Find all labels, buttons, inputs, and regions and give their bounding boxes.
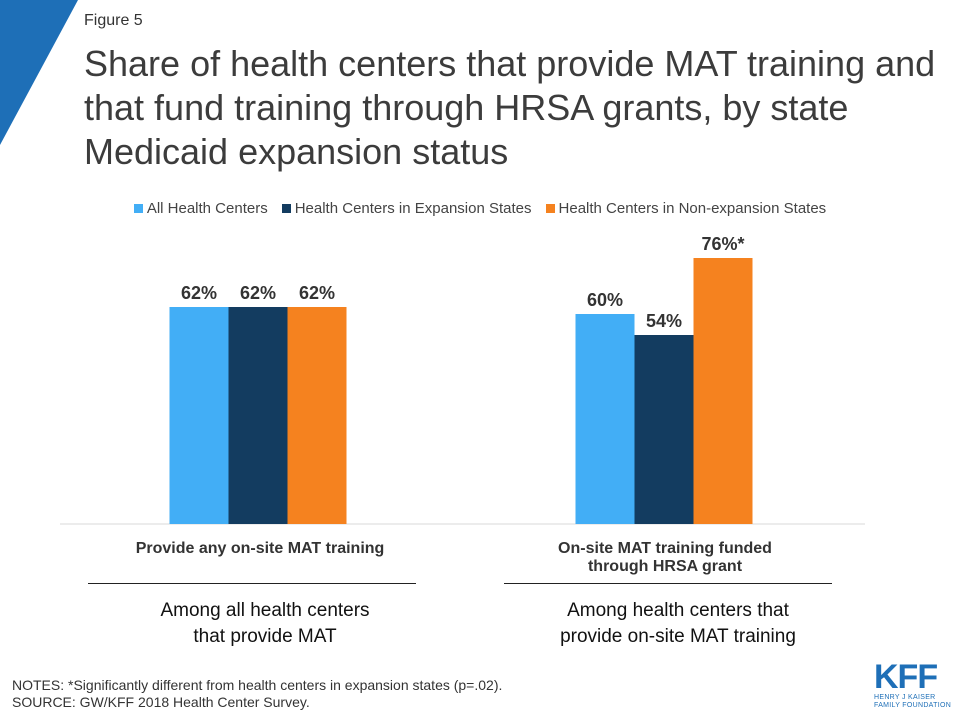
legend-label-all: All Health Centers (146, 200, 268, 217)
chart-legend: All Health Centers Health Centers in Exp… (0, 200, 960, 217)
kff-logo: KFF HENRY J KAISER FAMILY FOUNDATION (874, 658, 952, 710)
bar-0-0 (169, 307, 229, 524)
data-label-1-2: 76%* (701, 234, 744, 254)
divider-rule-right (504, 583, 832, 584)
legend-swatch-expansion (281, 204, 291, 213)
data-label-1-1: 54% (646, 311, 682, 331)
chart-title: Share of health centers that provide MAT… (84, 43, 936, 172)
legend-item-all: All Health Centers (133, 200, 268, 217)
logo-wordmark: KFF (874, 658, 938, 696)
legend-item-nonexpansion: Health Centers in Non-expansion States (545, 200, 827, 217)
category-label-1: On-site MAT training funded through HRSA… (500, 540, 830, 576)
data-label-0-2: 62% (299, 283, 335, 303)
legend-label-expansion: Health Centers in Expansion States (294, 200, 532, 217)
data-label-0-0: 62% (181, 283, 217, 303)
legend-swatch-nonexpansion (545, 204, 555, 213)
category-label-0-text: Provide any on-site MAT training (135, 540, 385, 557)
bar-0-1 (228, 307, 288, 524)
data-label-0-1: 62% (240, 283, 276, 303)
bar-0-2 (287, 307, 347, 524)
legend-label-nonexpansion: Health Centers in Non-expansion States (558, 200, 827, 217)
legend-item-expansion: Health Centers in Expansion States (281, 200, 532, 217)
category-label-0: Provide any on-site MAT training (90, 540, 430, 558)
bar-1-0 (575, 314, 635, 524)
figure-label: Figure 5 (84, 12, 143, 29)
divider-rule-left (88, 583, 416, 584)
logo-subline-2: FAMILY FOUNDATION (874, 702, 952, 709)
bar-1-1 (634, 335, 694, 524)
sub-label-left: Among all health centers that provide MA… (90, 598, 440, 650)
notes-block: NOTES: *Significantly different from hea… (12, 677, 502, 711)
data-label-1-0: 60% (587, 290, 623, 310)
sub-label-right: Among health centers that provide on-sit… (500, 598, 856, 650)
category-label-1-text: On-site MAT training funded through HRSA… (558, 540, 772, 575)
source-line: SOURCE: GW/KFF 2018 Health Center Survey… (12, 694, 310, 710)
notes-line: NOTES: *Significantly different from hea… (12, 677, 503, 693)
legend-swatch-all (133, 204, 143, 213)
logo-subline-1: HENRY J KAISER (874, 694, 936, 701)
sub-label-left-text: Among all health centers that provide MA… (160, 600, 370, 647)
sub-label-right-text: Among health centers that provide on-sit… (560, 600, 796, 647)
bar-1-2 (693, 258, 753, 524)
